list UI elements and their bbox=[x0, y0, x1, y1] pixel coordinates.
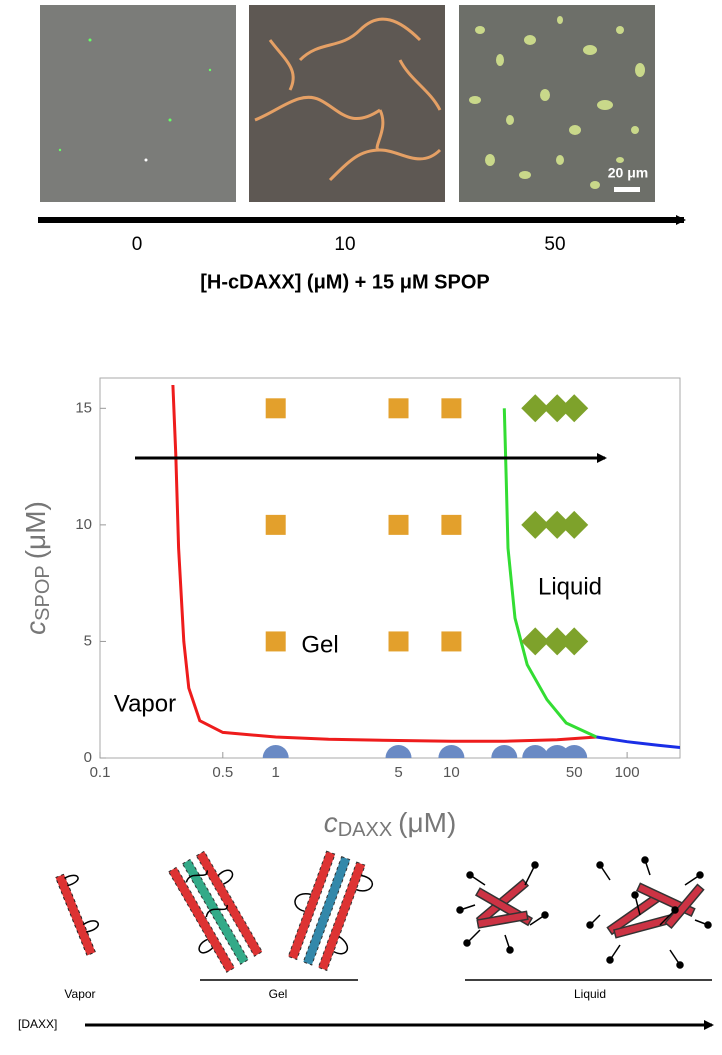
y-label-unit: (μM) bbox=[20, 501, 51, 559]
phase-boundary bbox=[596, 735, 680, 749]
plot-frame bbox=[99, 377, 681, 759]
x-tick-label: 1 bbox=[272, 764, 280, 781]
circle-marker bbox=[385, 745, 412, 758]
square-marker bbox=[388, 631, 409, 652]
scale-bar-label: 20 μm bbox=[608, 165, 648, 181]
micrograph bbox=[459, 5, 655, 202]
circle-marker bbox=[561, 745, 588, 758]
x-label-symbol: c bbox=[324, 807, 338, 838]
phase-boundary bbox=[171, 384, 597, 743]
diamond-marker bbox=[560, 510, 589, 539]
x-label-unit: (μM) bbox=[398, 807, 456, 838]
x-tick-label: 10 bbox=[443, 764, 460, 781]
phase-boundary bbox=[502, 408, 598, 739]
plot-area bbox=[171, 384, 680, 758]
category-label: 50 bbox=[544, 234, 565, 255]
region-label: Vapor bbox=[114, 690, 176, 717]
schematic-label: Gel bbox=[269, 987, 288, 1001]
y-axis-label: cSPOP (μM) bbox=[20, 501, 54, 635]
square-marker bbox=[388, 398, 409, 419]
x-tick-label: 0.5 bbox=[212, 764, 233, 781]
circle-marker bbox=[491, 745, 518, 758]
diamond-marker bbox=[560, 394, 589, 423]
circle-marker bbox=[262, 745, 289, 758]
square-marker bbox=[388, 514, 409, 535]
schematic bbox=[54, 850, 712, 981]
square-marker bbox=[441, 398, 462, 419]
circle-marker bbox=[522, 745, 549, 758]
micrographs: 20 μm bbox=[40, 5, 655, 202]
schematic-label: Liquid bbox=[574, 987, 606, 1001]
diamond-marker bbox=[521, 627, 550, 656]
square-marker bbox=[265, 514, 286, 535]
schematic-label: Vapor bbox=[64, 987, 95, 1001]
region-label: Gel bbox=[301, 631, 338, 658]
y-label-subscript: SPOP bbox=[32, 565, 54, 621]
diamond-marker bbox=[543, 510, 572, 539]
x-tick-label: 100 bbox=[615, 764, 640, 781]
square-marker bbox=[265, 398, 286, 419]
category-label: 10 bbox=[334, 234, 355, 255]
square-marker bbox=[441, 514, 462, 535]
x-tick-label: 5 bbox=[394, 764, 402, 781]
micrograph bbox=[40, 5, 236, 202]
top-axis-label: [H-cDAXX] (μM) + 15 μM SPOP bbox=[200, 271, 490, 293]
diamond-marker bbox=[521, 394, 550, 423]
x-tick-label: 50 bbox=[566, 764, 583, 781]
category-label: 0 bbox=[132, 234, 143, 255]
diamond-marker bbox=[560, 627, 589, 656]
y-tick-label: 5 bbox=[84, 632, 92, 649]
circle-marker bbox=[438, 745, 465, 758]
region-label: Liquid bbox=[538, 573, 602, 600]
diamond-marker bbox=[543, 627, 572, 656]
square-marker bbox=[441, 631, 462, 652]
y-tick-label: 10 bbox=[75, 516, 92, 533]
square-marker bbox=[265, 631, 286, 652]
x-label-subscript: DAXX bbox=[338, 819, 392, 841]
schematic-axis-label: [DAXX] bbox=[18, 1017, 57, 1031]
diamond-marker bbox=[521, 510, 550, 539]
y-label-symbol: c bbox=[20, 621, 51, 635]
x-axis-label: cDAXX (μM) bbox=[324, 807, 457, 841]
y-tick-label: 15 bbox=[75, 399, 92, 416]
diamond-marker bbox=[543, 394, 572, 423]
y-tick-label: 0 bbox=[84, 749, 92, 766]
x-tick-label: 0.1 bbox=[90, 764, 111, 781]
